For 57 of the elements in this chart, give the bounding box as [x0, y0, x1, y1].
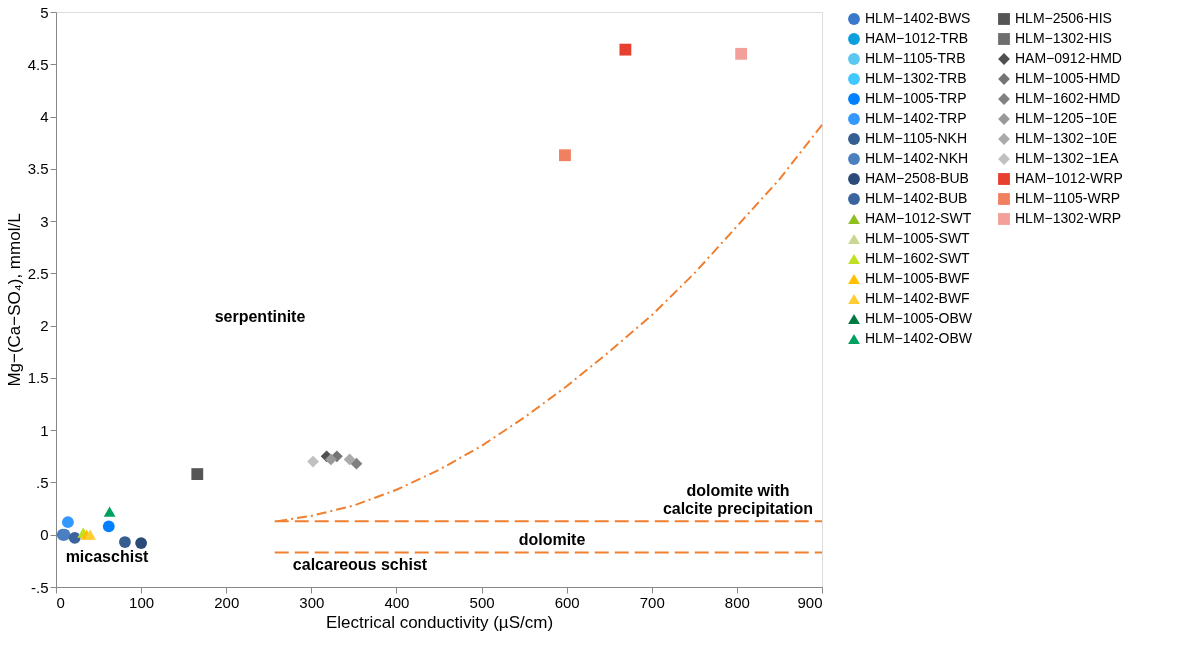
- y-tick-label: 3: [40, 212, 49, 230]
- x-tick-label: 0: [56, 593, 65, 611]
- legend-label: HLM−1402-BWF: [865, 290, 970, 306]
- legend-label: HLM−1402-NKH: [865, 150, 969, 166]
- legend-label: HLM−1205−10E: [1015, 110, 1117, 126]
- annotation: micaschist: [65, 548, 150, 565]
- x-tick-label: 300: [299, 593, 325, 611]
- x-axis-title: Electrical conductivity (µS/cm): [325, 612, 554, 632]
- legend-label: HLM−1005-HMD: [1015, 70, 1121, 86]
- x-tick-label: 400: [384, 593, 410, 611]
- legend-label: HAM−2508-BUB: [865, 170, 969, 186]
- legend-label: HAM−1012-SWT: [865, 210, 972, 226]
- y-tick-label: 4: [40, 108, 49, 126]
- legend-label: HLM−1005-SWT: [865, 230, 971, 246]
- legend-label: HLM−1602-SWT: [865, 250, 971, 266]
- y-tick-label: 2: [40, 317, 49, 335]
- annotation: serpentinite: [214, 308, 306, 325]
- legend-label: HLM−1302-TRB: [865, 70, 967, 86]
- y-tick-label: 4.5: [27, 55, 49, 73]
- legend-label: HLM−1602-HMD: [1015, 90, 1121, 106]
- x-tick-label: 200: [214, 593, 240, 611]
- x-tick-label: 100: [129, 593, 155, 611]
- legend-label: HLM−1105-TRB: [865, 50, 966, 66]
- y-tick-label: 5: [40, 3, 49, 21]
- y-tick-label: 1: [40, 421, 49, 439]
- legend-label: HLM−1105-WRP: [1015, 190, 1121, 206]
- legend-label: HLM−1302−1EA: [1015, 150, 1120, 166]
- legend-label: HLM−1402-BWS: [865, 10, 971, 26]
- legend-label: HLM−1005-BWF: [865, 270, 970, 286]
- legend-label: HLM−2506-HIS: [1015, 10, 1112, 26]
- annotation: calcareous schist: [292, 556, 428, 573]
- legend-label: HLM−1402-OBW: [865, 330, 973, 346]
- legend-label: HLM−1005-TRP: [865, 90, 967, 106]
- legend-label: HLM−1302-WRP: [1015, 210, 1122, 226]
- legend-label: HAM−1012-WRP: [1015, 170, 1123, 186]
- legend-label: HAM−1012-TRB: [865, 30, 969, 46]
- legend-label: HLM−1402-BUB: [865, 190, 968, 206]
- x-tick-label: 700: [639, 593, 665, 611]
- y-tick-label: 3.5: [27, 160, 49, 178]
- y-axis-title: Mg−(Ca−SO₄), mmol/L: [4, 213, 24, 387]
- y-tick-label: -.5: [30, 578, 49, 596]
- legend-label: HLM−1302−10E: [1015, 130, 1117, 146]
- y-tick-label: 2.5: [27, 264, 49, 282]
- x-tick-label: 900: [797, 593, 823, 611]
- annotation: dolomite: [518, 531, 586, 548]
- x-tick-label: 600: [554, 593, 580, 611]
- legend-label: HLM−1005-OBW: [865, 310, 973, 326]
- legend-label: HLM−1402-TRP: [865, 110, 967, 126]
- legend-label: HLM−1105-NKH: [865, 130, 968, 146]
- annotation: dolomite with calcite precipitation: [662, 482, 814, 517]
- legend-label: HAM−0912-HMD: [1015, 50, 1122, 66]
- y-tick-label: 0: [40, 526, 49, 544]
- legend-label: HLM−1302-HIS: [1015, 30, 1112, 46]
- y-tick-label: .5: [35, 473, 49, 491]
- y-tick-label: 1.5: [27, 369, 49, 387]
- x-tick-label: 500: [469, 593, 495, 611]
- x-tick-label: 800: [724, 593, 750, 611]
